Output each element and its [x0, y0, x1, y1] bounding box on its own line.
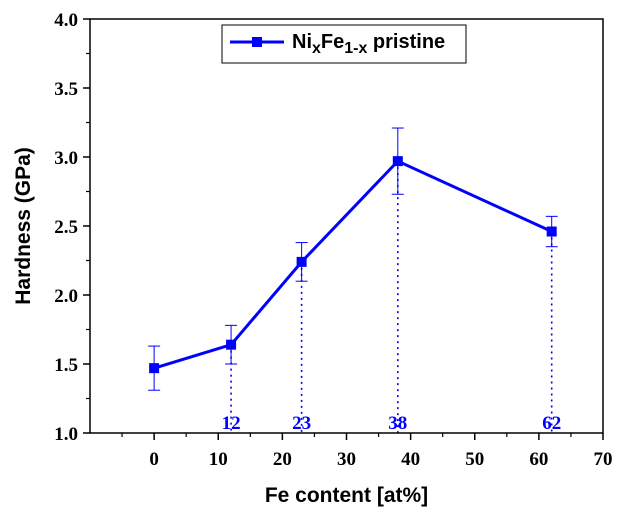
data-point-0	[149, 363, 160, 374]
legend-marker-square	[252, 37, 262, 47]
series-line	[153, 159, 553, 370]
x-tick-label-20: 20	[273, 449, 292, 470]
legend-box	[221, 24, 467, 64]
data-point-38	[392, 156, 403, 167]
y-tick-label: 2.0	[54, 286, 78, 307]
annotation-label-62: 62	[542, 413, 561, 434]
y-axis-title: Hardness (GPa)	[12, 147, 35, 305]
x-tick-label-50: 50	[465, 449, 484, 470]
x-tick-label-40: 40	[401, 449, 420, 470]
legend-sub2: 1-x	[344, 40, 367, 57]
legend-base: Ni	[292, 31, 312, 53]
y-tick-label: 1.0	[54, 424, 78, 445]
series-layer	[149, 156, 557, 374]
plot-frame	[89, 18, 604, 434]
legend: NixFe1-x pristine	[221, 24, 467, 64]
x-tick-label-60: 60	[529, 449, 548, 470]
x-tick-label-0: 0	[149, 449, 159, 470]
annotation-labels: 12 23 38 62	[222, 413, 562, 434]
data-point-62	[546, 226, 557, 237]
annotation-label-23: 23	[292, 413, 311, 434]
x-tick-label-30: 30	[337, 449, 356, 470]
y-tick-label: 4.0	[54, 10, 78, 31]
annotation-label-38: 38	[388, 413, 407, 434]
legend-label: NixFe1-x pristine	[292, 31, 445, 57]
y-tick-label: 1.5	[54, 355, 78, 376]
annotation-lines	[230, 161, 553, 433]
x-tick-label-70: 70	[594, 449, 613, 470]
x-tick-label-10: 10	[209, 449, 228, 470]
y-tick-label: 2.5	[54, 217, 78, 238]
data-point-23	[296, 256, 307, 267]
x-axis-title: Fe content [at%]	[265, 484, 428, 507]
legend-tail: pristine	[367, 31, 445, 53]
data-point-12	[226, 339, 237, 350]
y-axis-ticks: 1.0 1.5 2.0 2.5 3.0 3.5 4.0	[54, 10, 90, 445]
legend-sub1: x	[312, 40, 321, 57]
x-axis-ticks: 0 10 20 30 40 50 60 70	[121, 433, 613, 470]
y-tick-label: 3.5	[54, 79, 78, 100]
y-tick-label: 3.0	[54, 148, 78, 169]
annotation-label-12: 12	[222, 413, 241, 434]
legend-mid: Fe	[321, 31, 344, 53]
